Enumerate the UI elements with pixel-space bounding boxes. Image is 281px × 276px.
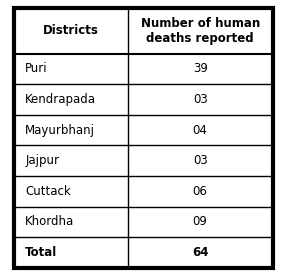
Text: 39: 39 — [193, 62, 208, 75]
Text: Kendrapada: Kendrapada — [25, 93, 96, 106]
Text: Number of human
deaths reported: Number of human deaths reported — [140, 17, 260, 45]
Text: Khordha: Khordha — [25, 215, 74, 228]
Text: Districts: Districts — [43, 25, 99, 38]
Text: 04: 04 — [193, 124, 208, 137]
Text: 09: 09 — [193, 215, 208, 228]
Text: Total: Total — [25, 246, 58, 259]
Text: 03: 03 — [193, 93, 208, 106]
Text: 64: 64 — [192, 246, 209, 259]
Text: Puri: Puri — [25, 62, 48, 75]
Text: Jajpur: Jajpur — [25, 154, 59, 167]
Text: 06: 06 — [193, 185, 208, 198]
Text: Cuttack: Cuttack — [25, 185, 71, 198]
Text: Mayurbhanj: Mayurbhanj — [25, 124, 95, 137]
Text: 03: 03 — [193, 154, 208, 167]
